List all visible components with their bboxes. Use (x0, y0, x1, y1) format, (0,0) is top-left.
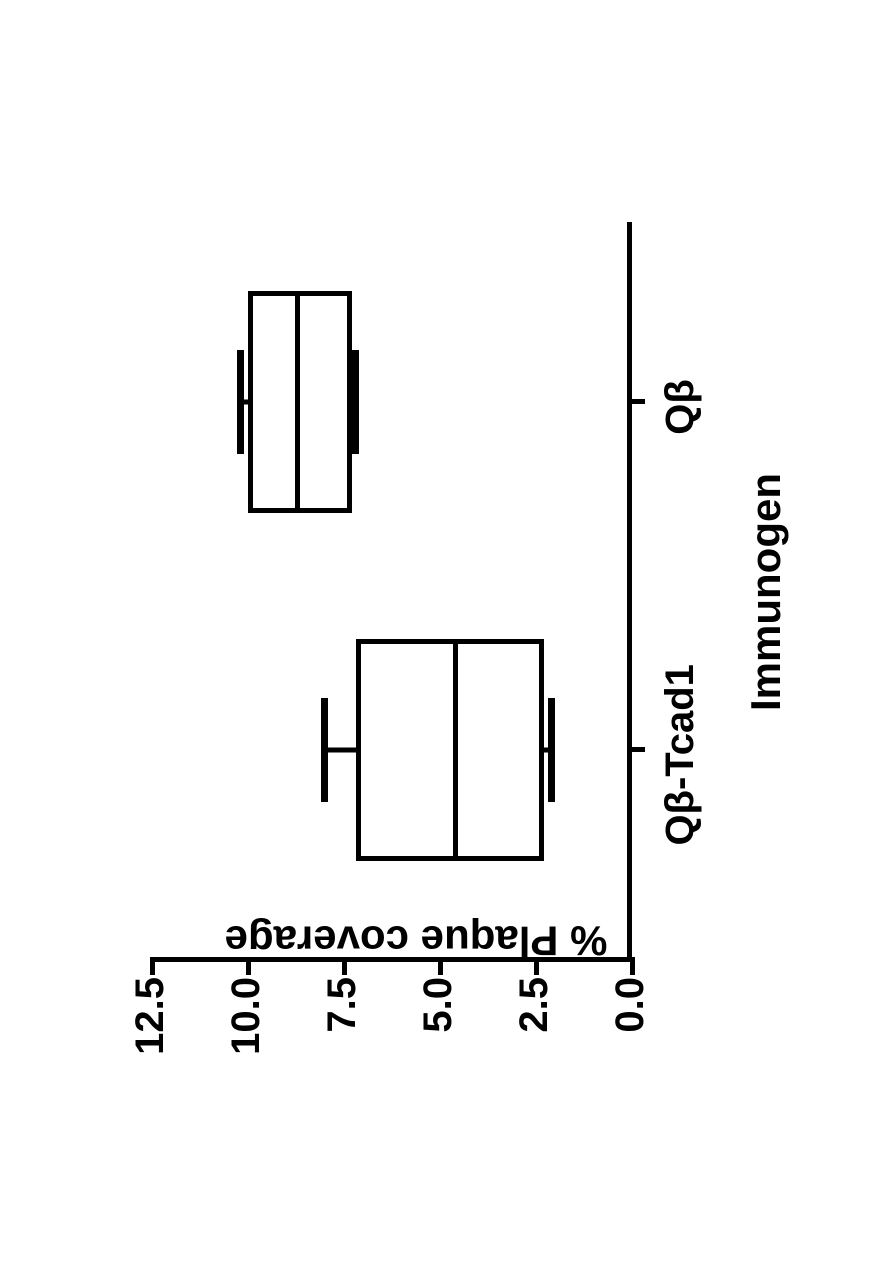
x-tick (627, 747, 645, 752)
plot-area (152, 222, 632, 962)
whisker-cap-upper (236, 350, 243, 454)
median-line (295, 291, 300, 513)
y-tick (149, 957, 154, 975)
y-tick-label: 0.0 (608, 977, 653, 1072)
chart-wrapper: % Plaque coverage Immunogen 0.0 2.5 5.0 7.5… (92, 132, 792, 1132)
y-tick-label: 5.0 (416, 977, 461, 1072)
y-axis-title: % Plaque coverage (224, 917, 607, 965)
x-tick (627, 400, 645, 405)
y-tick-label: 10.0 (224, 977, 269, 1072)
whisker-cap-lower (352, 350, 359, 454)
y-tick (629, 957, 634, 975)
x-axis-title: Immunogen (742, 473, 790, 711)
boxplot-chart: % Plaque coverage Immunogen 0.0 2.5 5.0 7.5… (92, 132, 792, 1132)
y-tick-label: 2.5 (512, 977, 557, 1072)
y-tick-label: 12.5 (128, 977, 173, 1072)
x-tick-label: Qβ-Tcad1 (658, 664, 703, 845)
y-tick-label: 7.5 (320, 977, 365, 1072)
x-tick-label: Qβ (658, 379, 703, 435)
boxplot-Qβ (152, 222, 627, 957)
